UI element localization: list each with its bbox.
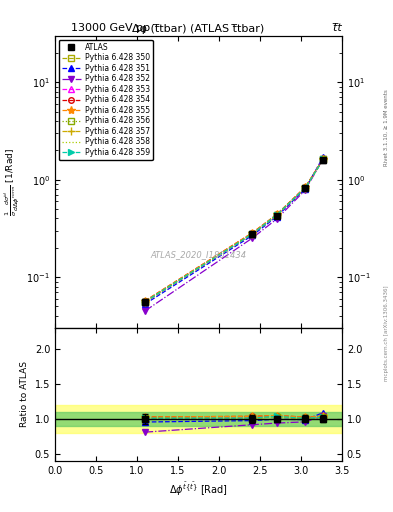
Y-axis label: $\frac{1}{\sigma}\frac{d\sigma^{id}}{d\Delta\phi^{norm}}$ [1/Rad]: $\frac{1}{\sigma}\frac{d\sigma^{id}}{d\D… xyxy=(2,148,21,216)
X-axis label: $\Delta\phi^{\bar{t}\bar{\{t\}}}$ [Rad]: $\Delta\phi^{\bar{t}\bar{\{t\}}}$ [Rad] xyxy=(169,481,228,499)
Text: ATLAS_2020_I1801434: ATLAS_2020_I1801434 xyxy=(151,250,246,260)
Text: 13000 GeV pp: 13000 GeV pp xyxy=(71,23,150,33)
Y-axis label: Ratio to ATLAS: Ratio to ATLAS xyxy=(20,361,29,428)
Text: Rivet 3.1.10, ≥ 1.9M events: Rivet 3.1.10, ≥ 1.9M events xyxy=(384,90,389,166)
Text: t̅t: t̅t xyxy=(333,23,342,33)
Bar xyxy=(55,405,342,433)
Text: mcplots.cern.ch [arXiv:1306.3436]: mcplots.cern.ch [arXiv:1306.3436] xyxy=(384,285,389,380)
Legend: ATLAS, Pythia 6.428 350, Pythia 6.428 351, Pythia 6.428 352, Pythia 6.428 353, P: ATLAS, Pythia 6.428 350, Pythia 6.428 35… xyxy=(59,39,153,160)
Bar xyxy=(55,412,342,426)
Title: Δφ (t̅tbar) (ATLAS t̅tbar): Δφ (t̅tbar) (ATLAS t̅tbar) xyxy=(132,24,264,34)
